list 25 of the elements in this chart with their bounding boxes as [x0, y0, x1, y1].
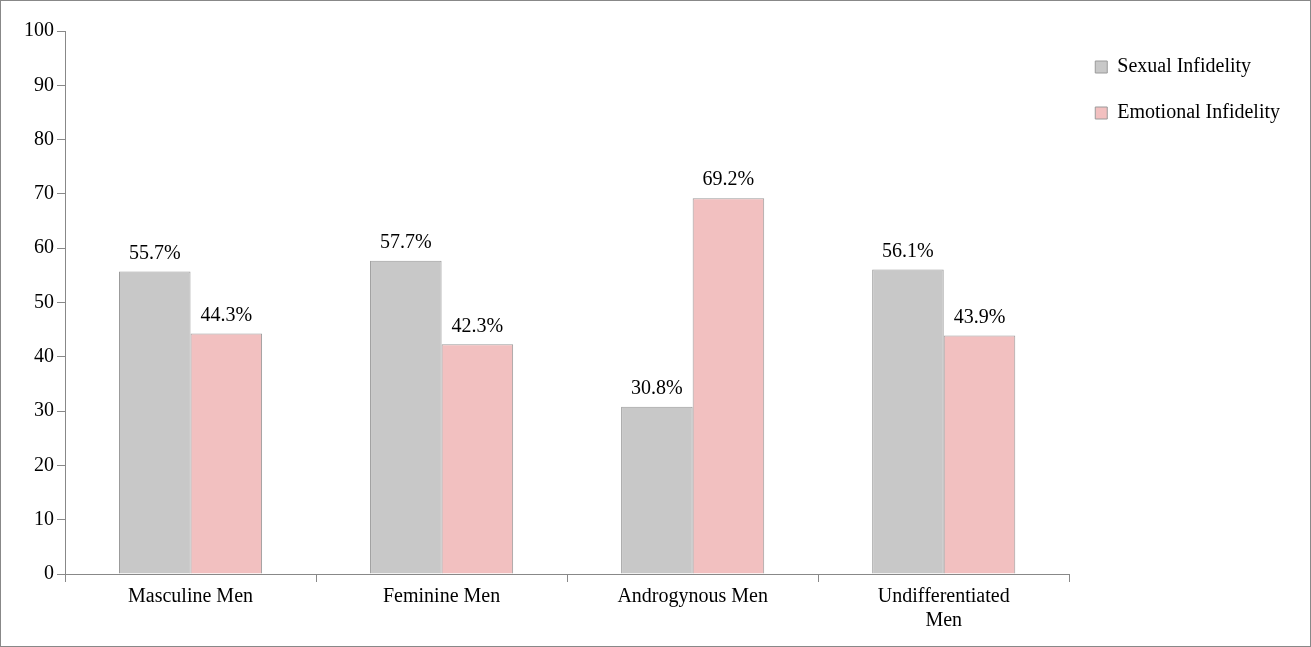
y-tick-label: 10: [34, 506, 54, 529]
data-label: 56.1%: [882, 238, 934, 261]
legend-label: Emotional Infidelity: [1117, 100, 1281, 124]
y-tick-label: 20: [34, 452, 54, 475]
x-tick-label: Masculine Men: [128, 584, 254, 607]
data-label: 30.8%: [631, 376, 683, 399]
y-tick-label: 90: [34, 72, 54, 95]
y-tick-label: 30: [34, 398, 54, 421]
legend-label: Sexual Infidelity: [1117, 54, 1252, 78]
data-label: 55.7%: [128, 240, 181, 263]
y-tick-label: 60: [34, 235, 54, 258]
data-label: 42.3%: [451, 313, 504, 336]
x-tick-label: Feminine Men: [382, 584, 501, 607]
data-label: 57.7%: [379, 229, 432, 252]
y-tick-label: 100: [24, 18, 54, 41]
x-tick-label: Androgynous Men: [617, 584, 768, 608]
y-tick-label: 50: [34, 289, 54, 312]
y-tick-label: 0: [44, 561, 54, 584]
y-tick-label: 70: [34, 181, 54, 204]
y-tick-label: 40: [34, 344, 54, 367]
data-label: 69.2%: [702, 167, 755, 190]
y-tick-label: 80: [34, 126, 54, 149]
x-tick-label: Undifferentiated Men: [877, 584, 1010, 631]
data-label: 43.9%: [953, 304, 1006, 327]
data-label: 44.3%: [200, 302, 253, 325]
